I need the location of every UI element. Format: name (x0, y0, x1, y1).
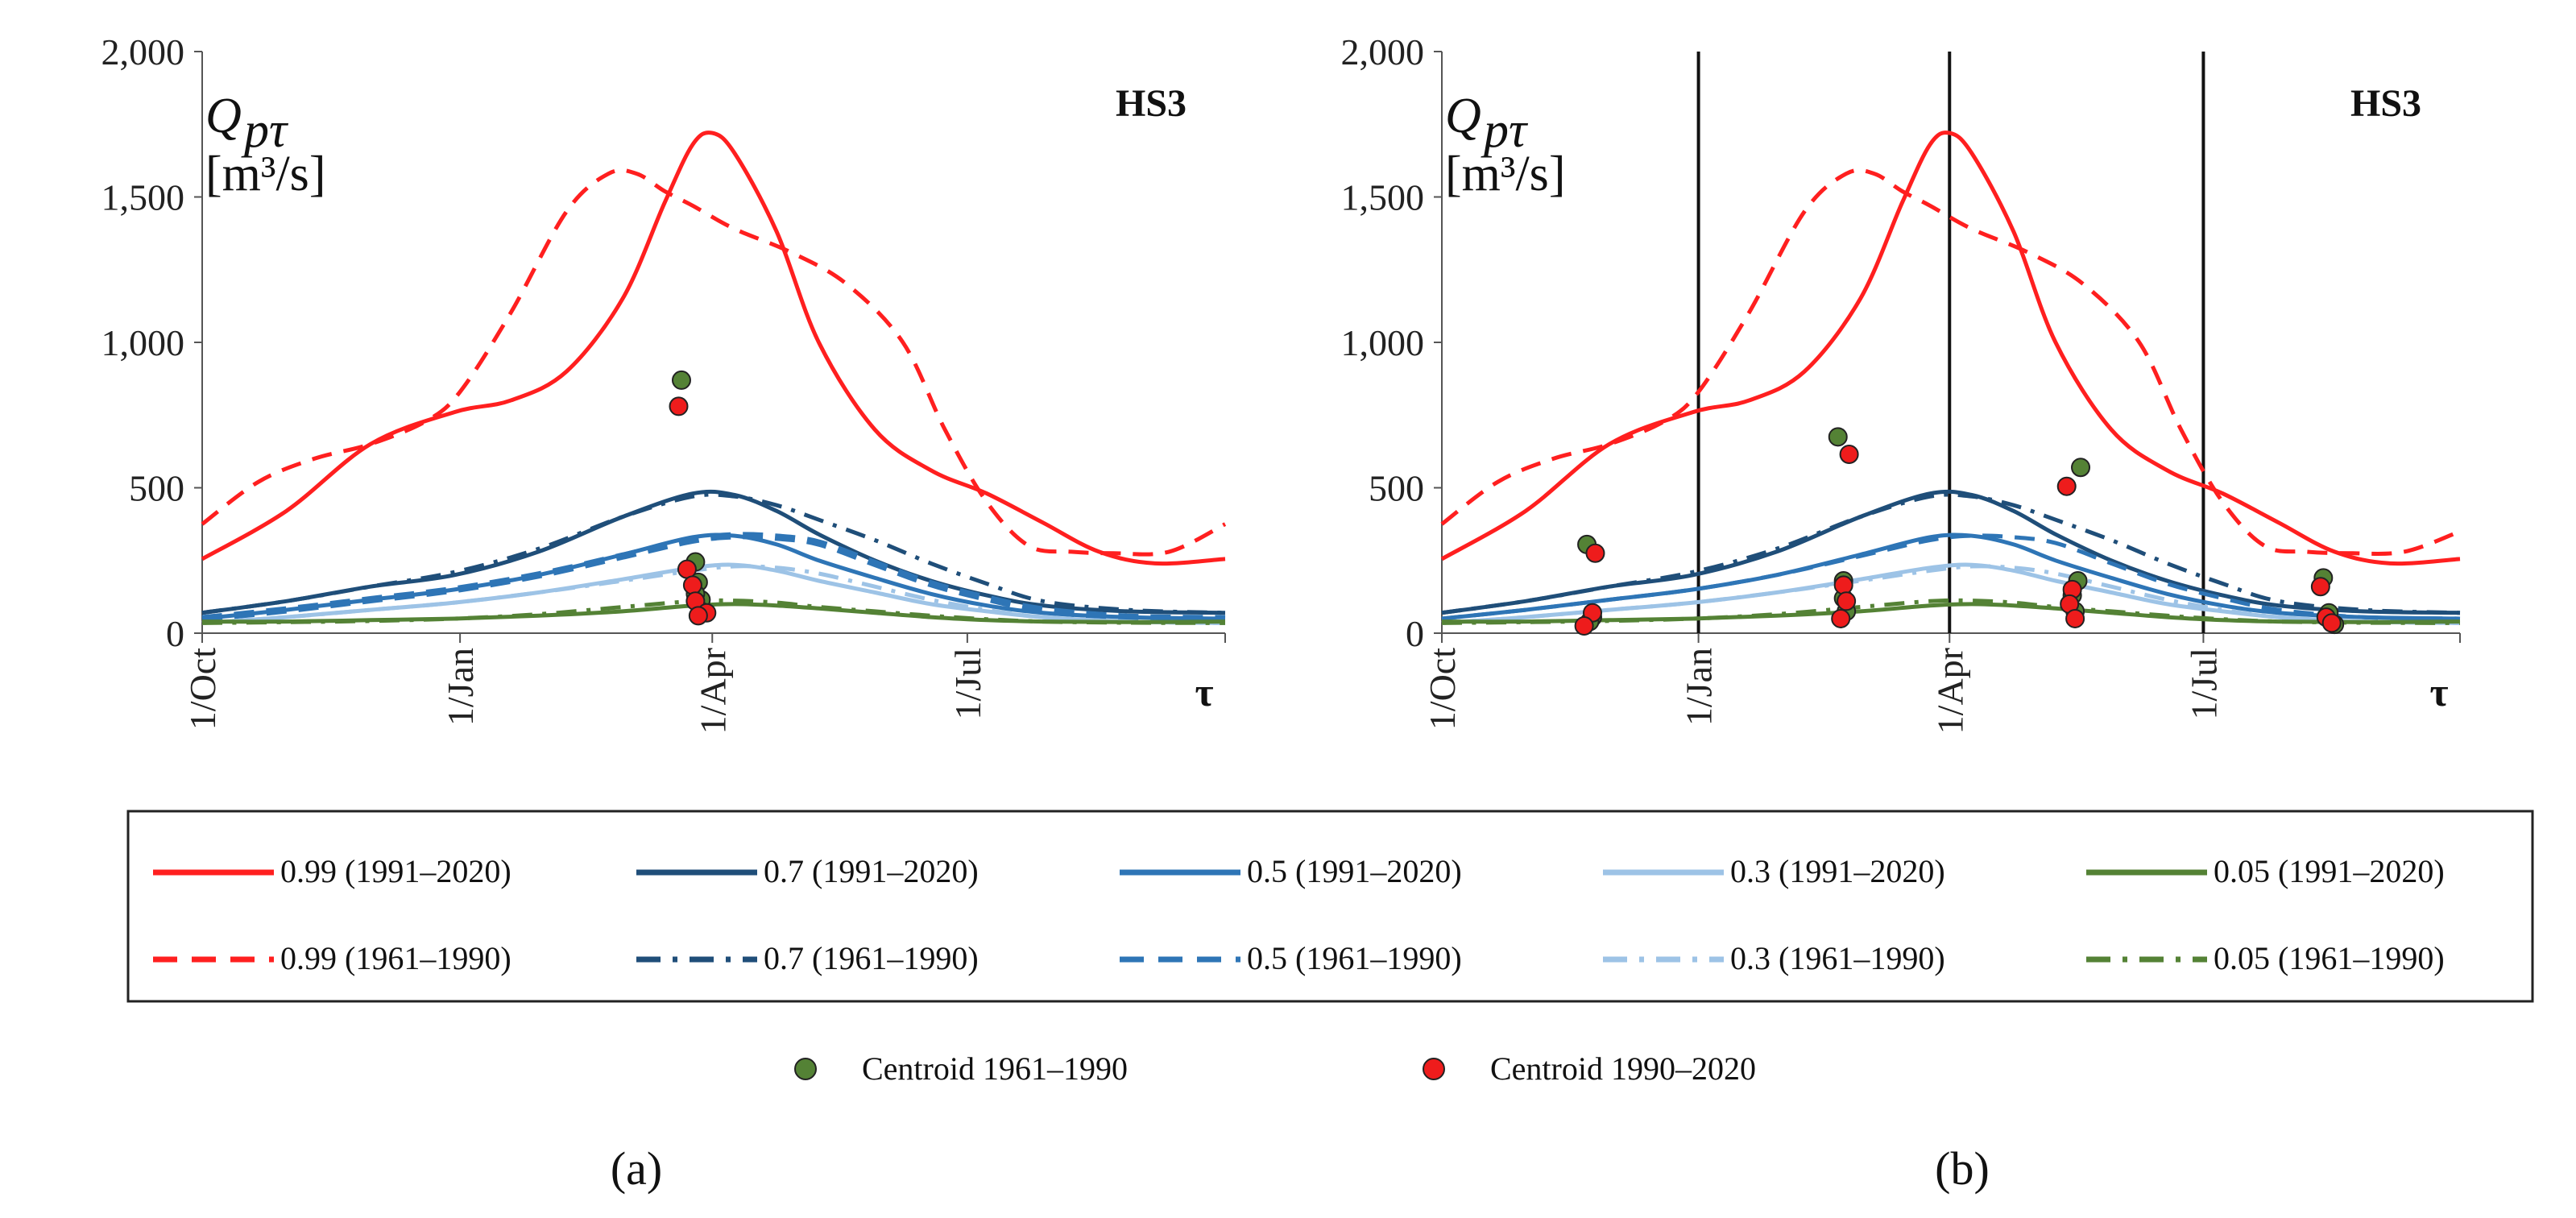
legend-label: 0.7 (1991–2020) (764, 853, 979, 889)
series-line-0-99-1991-2020 (201, 130, 1226, 566)
corner-label: HS3 (1116, 82, 1187, 125)
series-line-0-99-1961-1990 (1440, 168, 2461, 557)
legend-label: 0.3 (1961–1990) (1730, 940, 1945, 976)
y-tick-label: 1,500 (101, 177, 185, 218)
legend-marker (794, 1058, 817, 1080)
corner-label: HS3 (2350, 82, 2421, 125)
legend: 0.99 (1991–2020) 0.7 (1991–2020) 0.5 (1991… (126, 810, 2534, 1087)
y-tick-label: 0 (166, 613, 184, 654)
y-tick-label: 1,000 (101, 322, 185, 363)
centroid-point-1990-2020 (688, 606, 708, 626)
chart-panel-a: 0 500 1,000 1,500 2,000 1/Oct 1/Jan 1/Apr 1/Jul τ… (101, 31, 1227, 734)
series-line-0-99-1961-1990 (201, 168, 1227, 557)
centroid-point-1990-2020 (2056, 476, 2077, 496)
x-tick-label: 1/Jul (2183, 648, 2224, 719)
centroid-point-1990-2020 (1839, 444, 1859, 464)
x-axis-label: τ (1195, 669, 1213, 715)
y-tick-label: 0 (1406, 613, 1424, 654)
series-line-0-3-1961-1990 (201, 564, 1226, 625)
x-tick-label: 1/Jan (1679, 648, 1720, 726)
chart-panel-b: 0 500 1,000 1,500 2,000 1/Oct 1/Jan 1/Apr 1/Jul τ… (1341, 31, 2461, 734)
centroid-point-1990-2020 (1574, 615, 1594, 636)
centroid-point-1990-2020 (1833, 575, 1853, 595)
legend-label: 0.3 (1991–2020) (1730, 853, 1945, 889)
legend-label: 0.7 (1961–1990) (764, 940, 979, 976)
centroid-point-1990-2020 (669, 396, 689, 416)
series-line-0-7-1961-1990 (201, 492, 1226, 615)
centroid-point-1990-2020 (1837, 591, 1857, 611)
centroid-point-1990-2020 (2065, 608, 2085, 628)
x-tick-label: 1/Oct (182, 648, 223, 730)
legend-label: 0.5 (1991–2020) (1247, 853, 1462, 889)
y-axis-label: Q (1445, 89, 1481, 143)
x-axis-label: τ (2429, 669, 2448, 715)
centroid-point-1990-2020 (1831, 608, 1851, 628)
legend-label: 0.99 (1991–2020) (280, 853, 511, 889)
legend-marker (1423, 1058, 1445, 1080)
panel-label-b: (b) (1935, 1142, 1990, 1195)
x-tick-label: 1/Oct (1422, 648, 1463, 730)
y-tick-label: 2,000 (1341, 31, 1425, 72)
series-line-0-3-1961-1990 (1441, 564, 2461, 625)
y-axis-label: Q (205, 89, 242, 143)
y-axis-units: [m³/s] (205, 147, 325, 201)
y-tick-label: 500 (1369, 468, 1424, 509)
centroid-point-1990-2020 (682, 575, 702, 595)
x-tick-label: 1/Jan (440, 648, 481, 726)
centroid-point-1961-1990 (671, 370, 691, 390)
y-tick-label: 2,000 (101, 31, 185, 72)
series-line-0-5-1991-2020 (1441, 532, 2461, 621)
series-line-0-05-1961-1990 (201, 598, 1226, 625)
legend-marker-label: Centroid 1990–2020 (1490, 1050, 1756, 1087)
panel-label-a: (a) (611, 1142, 662, 1195)
series-line-0-7-1961-1990 (1441, 492, 2461, 615)
series-line-0-05-1961-1990 (1441, 598, 2461, 625)
y-tick-label: 1,500 (1341, 177, 1425, 218)
centroid-point-1990-2020 (677, 559, 697, 579)
y-tick-label: 500 (129, 468, 184, 509)
series-line-0-5-1961-1990 (201, 532, 1226, 623)
legend-label: 0.5 (1961–1990) (1247, 940, 1462, 976)
centroid-point-1990-2020 (1585, 543, 1605, 563)
x-tick-label: 1/Apr (1929, 648, 1970, 734)
centroid-point-1990-2020 (2321, 613, 2342, 633)
legend-label: 0.05 (1991–2020) (2214, 853, 2445, 889)
legend-marker-label: Centroid 1961–1990 (862, 1050, 1128, 1087)
centroid-point-1961-1990 (2071, 458, 2091, 478)
y-axis-label-subscript: pτ (241, 103, 289, 158)
centroid-point-1990-2020 (2310, 577, 2330, 597)
legend-label: 0.99 (1961–1990) (280, 940, 511, 976)
y-tick-label: 1,000 (1341, 322, 1425, 363)
legend-box (126, 810, 2534, 1003)
series-line-0-5-1961-1990 (1441, 533, 2461, 621)
centroid-point-1961-1990 (1828, 427, 1848, 447)
y-axis-label-subscript: pτ (1481, 103, 1529, 158)
series-line-0-99-1991-2020 (1440, 130, 2461, 566)
y-axis-units: [m³/s] (1445, 147, 1565, 201)
x-tick-label: 1/Jul (947, 648, 988, 719)
x-tick-label: 1/Apr (692, 648, 733, 734)
legend-label: 0.05 (1961–1990) (2214, 940, 2445, 976)
